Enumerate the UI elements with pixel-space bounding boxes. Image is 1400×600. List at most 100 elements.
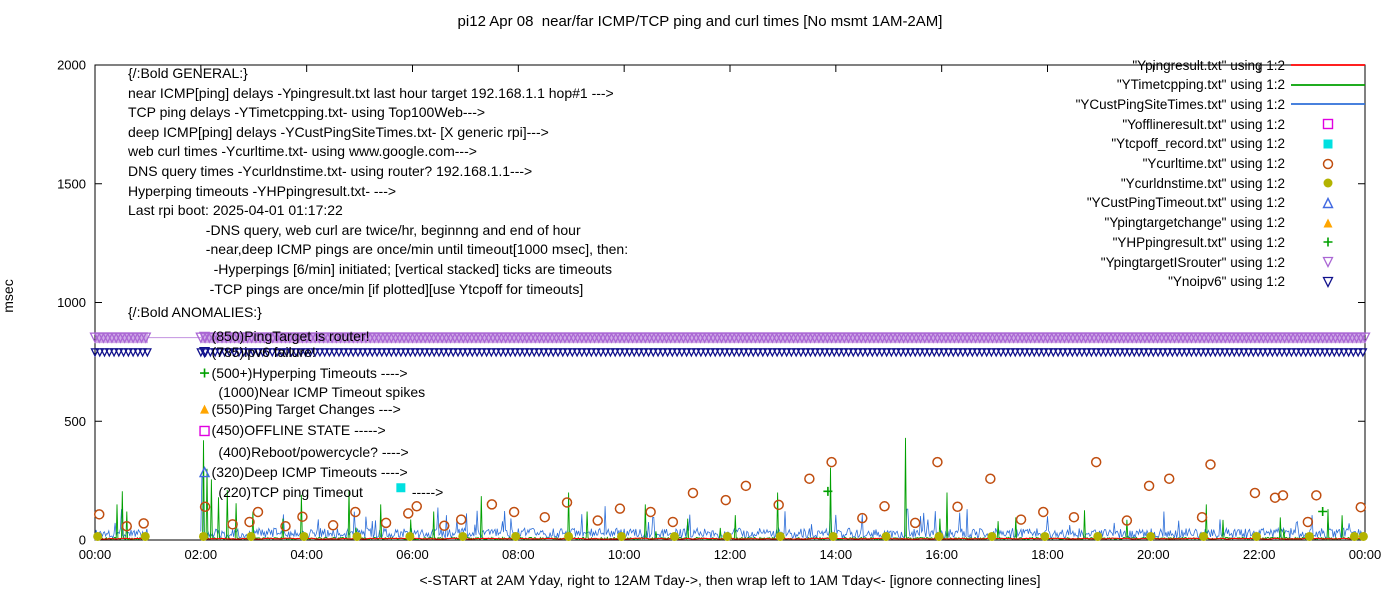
noipv6-marker [1210, 348, 1220, 358]
noipv6-marker [791, 348, 801, 358]
curl-time-point [614, 503, 626, 514]
curl-time-point [592, 515, 603, 526]
noipv6-marker [1044, 348, 1054, 358]
dns-time-point [775, 531, 785, 541]
noipv6-marker [1215, 348, 1225, 358]
noipv6-marker [1134, 348, 1144, 358]
x-tick-label: 18:00 [1031, 547, 1064, 562]
noipv6-marker [1158, 348, 1168, 358]
legend-entry: "YCustPingTimeout.txt" using 1:2 [1087, 194, 1367, 212]
noipv6-marker [867, 348, 877, 358]
noipv6-marker [891, 348, 901, 358]
noipv6-marker [1124, 348, 1135, 358]
curl-time-point [1121, 515, 1133, 526]
noipv6-marker [410, 348, 420, 358]
curl-time-point [227, 519, 238, 530]
hyperping-timeout-point [1318, 507, 1328, 516]
noipv6-marker [534, 348, 544, 358]
noipv6-marker [310, 348, 320, 358]
noipv6-marker [486, 348, 496, 358]
curl-time-point [773, 499, 784, 511]
legend-glyph [1323, 139, 1333, 149]
noipv6-marker [434, 348, 444, 358]
noipv6-marker [624, 348, 635, 358]
noipv6-marker [128, 348, 138, 358]
noipv6-marker [1024, 348, 1035, 358]
noipv6-marker [272, 348, 282, 358]
noipv6-marker [820, 348, 830, 358]
noipv6-marker [843, 348, 854, 358]
anomaly-marker [200, 368, 210, 378]
noipv6-marker [1205, 348, 1216, 358]
dns-time-point [669, 531, 679, 541]
noipv6-marker [920, 348, 930, 358]
noipv6-marker [95, 348, 105, 358]
noipv6-marker [686, 348, 696, 358]
noipv6-marker [1053, 348, 1063, 358]
noipv6-marker [715, 348, 725, 358]
noipv6-marker [505, 348, 515, 358]
noipv6-marker [796, 348, 806, 358]
noipv6-marker [353, 348, 363, 358]
noipv6-marker [748, 348, 758, 358]
noipv6-marker [443, 348, 454, 358]
noipv6-marker [104, 348, 114, 358]
legend-label: "YCustPingTimeout.txt" using 1:2 [1086, 195, 1285, 211]
noipv6-marker [334, 348, 344, 358]
noipv6-marker [577, 348, 587, 358]
noipv6-marker [1239, 348, 1249, 358]
legend-glyph [1322, 276, 1334, 288]
legend-sample-canvas [1322, 118, 1334, 130]
noipv6-marker [1344, 348, 1354, 358]
noipv6-marker [462, 348, 473, 358]
noipv6-marker [1315, 348, 1325, 358]
legend-glyph [1323, 218, 1333, 228]
curl-time-point [455, 514, 467, 525]
x-tick-label: 02:00 [185, 547, 218, 562]
deep-icmp-line [94, 509, 149, 539]
noipv6-marker [291, 348, 301, 358]
noipv6-marker [620, 348, 630, 358]
x-tick-label: 00:00 [1349, 547, 1382, 562]
noipv6-marker [753, 348, 763, 358]
tcpoff-point [396, 483, 406, 493]
noipv6-marker [510, 348, 520, 358]
noipv6-marker [677, 348, 687, 358]
noipv6-marker [934, 348, 944, 358]
dns-time-point [140, 531, 150, 541]
noipv6-marker [1196, 348, 1206, 358]
legend-label: "YCustPingSiteTimes.txt" using 1:2 [1075, 96, 1285, 112]
x-tick-label: 16:00 [925, 547, 958, 562]
noipv6-marker [315, 348, 325, 358]
noipv6-marker [1172, 348, 1182, 358]
legend-sample-canvas [1322, 196, 1334, 209]
y-axis-label: msec [0, 279, 16, 313]
pingtarget-isrouter-marker [1359, 332, 1371, 344]
noipv6-marker [1001, 348, 1011, 358]
noipv6-marker [224, 348, 234, 358]
dns-time-point [246, 531, 256, 541]
curl-time-point [985, 473, 996, 484]
curl-time-point [297, 511, 308, 522]
noipv6-marker [415, 348, 425, 358]
curl-time-point [826, 456, 837, 468]
noipv6-marker [99, 348, 110, 358]
dns-time-point [1093, 531, 1103, 541]
noipv6-marker [1048, 348, 1058, 358]
legend-entry: "YCustPingSiteTimes.txt" using 1:2 [1076, 95, 1367, 113]
noipv6-marker [220, 348, 230, 358]
legend-sample-canvas [1323, 218, 1333, 228]
noipv6-marker [824, 348, 835, 358]
curl-time-point [244, 516, 255, 528]
legend-sample-canvas [1323, 178, 1333, 188]
dns-time-point [93, 531, 103, 541]
curl-time-point [1205, 459, 1216, 470]
noipv6-marker [1201, 348, 1211, 358]
noipv6-marker [377, 348, 387, 358]
noipv6-marker [1253, 348, 1263, 358]
noipv6-marker [663, 348, 673, 358]
noipv6-marker [1115, 348, 1125, 358]
curl-time-point [1196, 511, 1208, 523]
noipv6-marker [1229, 348, 1239, 358]
